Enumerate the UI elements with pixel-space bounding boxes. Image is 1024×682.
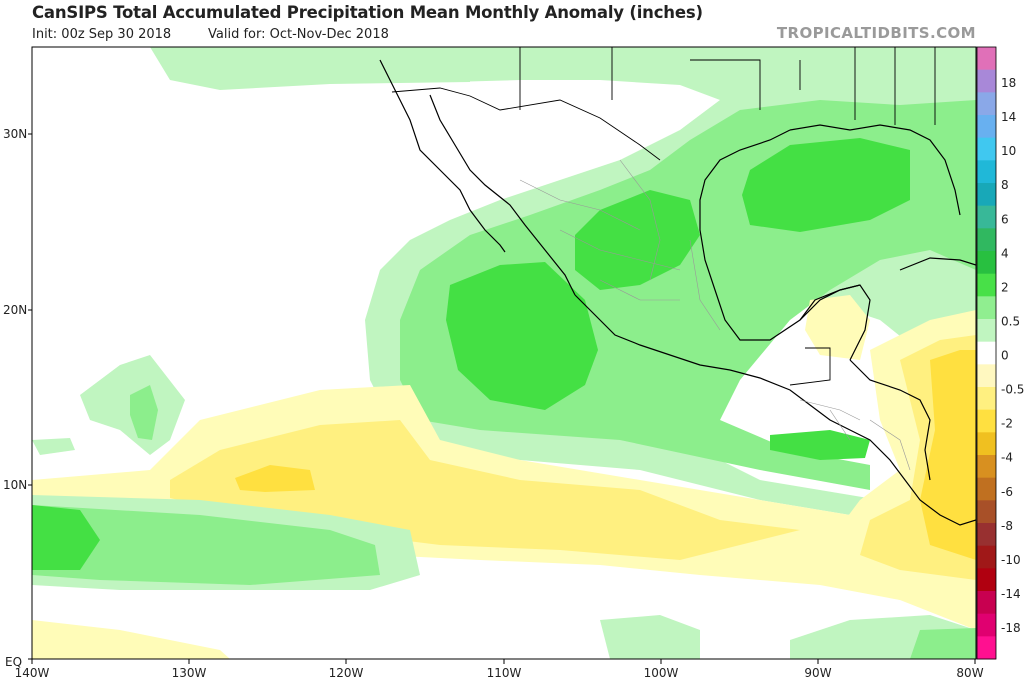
colorbar-swatch bbox=[977, 636, 996, 660]
coastlines bbox=[379, 59, 976, 526]
anomaly-strong-green-gulf bbox=[742, 138, 910, 232]
border-us-states bbox=[519, 47, 936, 125]
border-ca-regions bbox=[799, 399, 911, 471]
colorbar-swatch bbox=[977, 545, 996, 569]
init-time: Init: 00z Sep 30 2018 bbox=[32, 27, 172, 42]
border-us-mexico bbox=[391, 87, 661, 161]
anomaly-mid-green-southeast bbox=[910, 628, 976, 659]
border-mexican-states bbox=[519, 159, 721, 331]
coastline-gulf bbox=[699, 124, 961, 341]
anomaly-mid-green-southwest bbox=[32, 505, 380, 585]
colorbar-swatch bbox=[977, 409, 996, 433]
border-guatemala bbox=[789, 347, 831, 386]
colorbar-swatch bbox=[977, 205, 996, 229]
anomaly-strong-yellow-small bbox=[235, 465, 315, 492]
colorbar bbox=[977, 47, 996, 660]
lat-label-20n: 20N bbox=[3, 303, 27, 317]
state-borders bbox=[519, 159, 911, 471]
colorbar-swatch bbox=[977, 500, 996, 524]
colorbar-swatch bbox=[977, 613, 996, 637]
colorbar-label: 0.5 bbox=[1001, 314, 1020, 328]
anomaly-light-yellow-yucatan bbox=[805, 295, 870, 360]
colorbar-label: 14 bbox=[1001, 110, 1016, 124]
colorbar-label: -2 bbox=[1001, 417, 1013, 431]
colorbar-label: 6 bbox=[1001, 212, 1009, 226]
colorbar-swatch bbox=[977, 364, 996, 388]
colorbar-swatch bbox=[977, 115, 996, 139]
colorbar-swatch bbox=[977, 69, 996, 93]
colorbar-swatch bbox=[977, 92, 996, 116]
colorbar-swatch bbox=[977, 568, 996, 592]
lon-label-100w: 100W bbox=[644, 666, 679, 680]
colorbar-swatch bbox=[977, 137, 996, 161]
colorbar-swatch bbox=[977, 183, 996, 207]
anomaly-mid-green-west bbox=[130, 385, 158, 440]
latitude-axis: 30N 20N 10N EQ bbox=[3, 127, 32, 669]
lon-label-110w: 110W bbox=[487, 666, 522, 680]
lon-label-140w: 140W bbox=[15, 666, 50, 680]
colorbar-swatch bbox=[977, 387, 996, 411]
colorbar-label: 10 bbox=[1001, 144, 1016, 158]
colorbar-label: -10 bbox=[1001, 553, 1021, 567]
colorbar-swatch bbox=[977, 273, 996, 297]
anomaly-strong-yellow-east bbox=[920, 350, 976, 560]
valid-period: Valid for: Oct-Nov-Dec 2018 bbox=[208, 27, 389, 42]
colorbar-swatch bbox=[977, 47, 996, 71]
lat-label-10n: 10N bbox=[3, 478, 27, 492]
country-borders bbox=[391, 47, 936, 386]
colorbar-label: 4 bbox=[1001, 246, 1009, 260]
colorbar-swatch bbox=[977, 319, 996, 343]
anomaly-strong-green-mexico bbox=[575, 190, 700, 290]
colorbar-label: 2 bbox=[1001, 280, 1009, 294]
colorbar-label: -14 bbox=[1001, 587, 1021, 601]
anomaly-light-yellow-southwest bbox=[32, 620, 230, 659]
colorbar-labels: 18 14 10 8 6 4 2 0.5 0 -0.5 -2 -4 -6 -8 -10 -14 -18 bbox=[1001, 76, 1024, 635]
anomaly-strong-green-southwest bbox=[32, 505, 100, 570]
colorbar-swatch bbox=[977, 251, 996, 275]
coastline-cuba bbox=[899, 257, 976, 271]
colorbar-swatch bbox=[977, 523, 996, 547]
colorbar-swatch bbox=[977, 296, 996, 320]
map-title: CanSIPS Total Accumulated Precipitation … bbox=[32, 3, 703, 22]
colorbar-swatch bbox=[977, 455, 996, 479]
colorbar-swatch bbox=[977, 228, 996, 252]
colorbar-swatch bbox=[977, 591, 996, 615]
colorbar-label: -8 bbox=[1001, 519, 1013, 533]
anomaly-light-green-south bbox=[600, 615, 700, 659]
lat-label-30n: 30N bbox=[3, 127, 27, 141]
anomaly-light-green-small bbox=[32, 438, 75, 455]
lon-label-130w: 130W bbox=[172, 666, 207, 680]
anomaly-strong-green-pacific bbox=[446, 262, 598, 410]
coastline-yucatan bbox=[799, 284, 871, 361]
lon-label-120w: 120W bbox=[329, 666, 364, 680]
colorbar-label: -18 bbox=[1001, 621, 1021, 635]
colorbar-frame bbox=[976, 46, 997, 660]
colorbar-label: 8 bbox=[1001, 178, 1009, 192]
colorbar-swatch bbox=[977, 477, 996, 501]
coastline-pacific-mexico bbox=[574, 294, 976, 526]
lat-label-eq: EQ bbox=[5, 655, 22, 669]
colorbar-swatch bbox=[977, 160, 996, 184]
colorbar-label: 0 bbox=[1001, 349, 1009, 363]
brand-watermark: TROPICALTIDBITS.COM bbox=[776, 24, 976, 42]
coastline-baja bbox=[379, 59, 576, 296]
lon-label-80w: 80W bbox=[956, 666, 983, 680]
colorbar-label: -0.5 bbox=[1001, 383, 1024, 397]
lon-label-90w: 90W bbox=[804, 666, 831, 680]
colorbar-swatch bbox=[977, 432, 996, 456]
colorbar-label: -6 bbox=[1001, 485, 1013, 499]
longitude-axis: 140W 130W 120W 110W 100W 90W 80W bbox=[15, 659, 984, 680]
colorbar-label: 18 bbox=[1001, 76, 1016, 90]
colorbar-swatch bbox=[977, 341, 996, 365]
anomaly-strong-green-ca bbox=[770, 430, 870, 460]
coastline-caribbean-ca bbox=[849, 359, 931, 481]
colorbar-label: -4 bbox=[1001, 451, 1013, 465]
